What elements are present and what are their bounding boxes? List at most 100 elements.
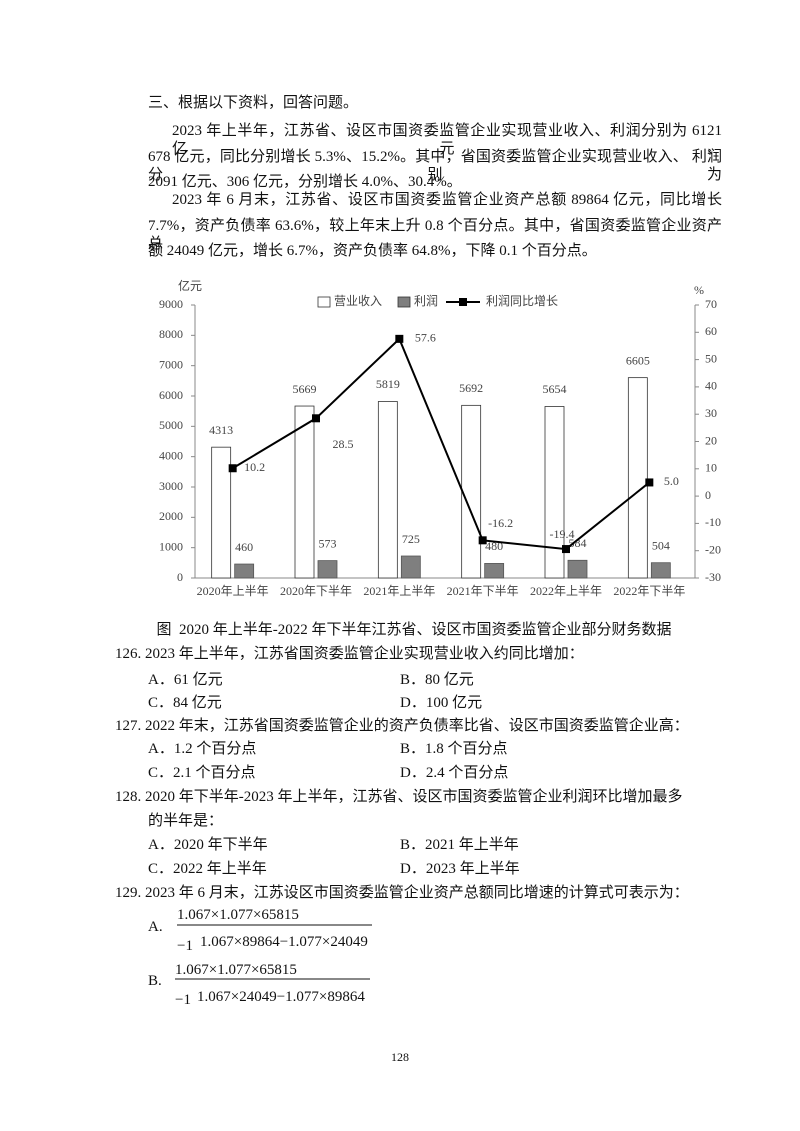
y2-axis-label: % — [694, 283, 704, 297]
y2-tick-label: 0 — [705, 488, 711, 502]
y-tick-label: 8000 — [159, 327, 183, 341]
data-label: 5.0 — [664, 474, 679, 488]
x-tick-label: 2022年下半年 — [613, 584, 685, 598]
bar — [377, 401, 398, 579]
y-tick-label: 6000 — [159, 388, 183, 402]
data-label: 5669 — [293, 382, 317, 396]
minus-one: −1 — [177, 938, 193, 954]
question-stem: 127. 2022 年末，江苏省国资委监管企业的资产负债率比省、设区市国资委监管… — [115, 718, 689, 734]
heading: 三、根据以下资料，回答问题。 — [148, 95, 359, 111]
data-label: -19.4 — [550, 527, 575, 541]
bar — [294, 405, 315, 579]
legend-marker — [459, 298, 467, 306]
data-label: 10.2 — [244, 460, 265, 474]
data-label: 28.5 — [333, 437, 354, 451]
y2-tick-label: 60 — [705, 324, 717, 338]
option: A．61 亿元 — [148, 672, 223, 688]
paragraph-line: 额 24049 亿元，增长 6.7%，资产负债率 64.8%，下降 0.1 个百… — [148, 243, 597, 259]
option: C．2.1 个百分点 — [148, 765, 256, 781]
y2-tick-label: 10 — [705, 461, 717, 475]
data-label: 504 — [652, 538, 670, 552]
option: B．1.8 个百分点 — [400, 741, 508, 757]
data-label: -16.2 — [488, 516, 513, 530]
bar — [650, 562, 671, 579]
data-label: 57.6 — [415, 331, 436, 345]
y2-tick-label: 40 — [705, 379, 717, 393]
y2-tick-label: -20 — [705, 542, 721, 556]
x-tick-label: 2021年上半年 — [363, 584, 435, 598]
paragraph-line: 2023 年上半年，江苏省、设区市国资委监管企业实现营业收入、利润分别为 612… — [172, 123, 722, 157]
question-stem: 的半年是： — [148, 813, 224, 829]
line-marker — [645, 478, 654, 487]
option: B．2021 年上半年 — [400, 837, 519, 853]
option: B．80 亿元 — [400, 672, 474, 688]
option: C．84 亿元 — [148, 695, 222, 711]
y2-tick-label: -10 — [705, 515, 721, 529]
data-label: 573 — [319, 536, 337, 550]
y-tick-label: 1000 — [159, 539, 183, 553]
option-label: B. — [148, 973, 162, 989]
bar — [567, 559, 588, 579]
data-label: 5692 — [459, 381, 483, 395]
option: D．100 亿元 — [400, 695, 483, 711]
option: D．2023 年上半年 — [400, 861, 520, 877]
legend-label: 利润 — [414, 294, 438, 308]
y-tick-label: 5000 — [159, 418, 183, 432]
data-label: 5654 — [543, 382, 567, 396]
line-marker — [562, 545, 570, 554]
paragraph-line: 2023 年 6 月末，江苏省、设区市国资委监管企业资产总额 89864 亿元，… — [172, 192, 722, 208]
denominator: 1.067×89864−1.077×24049 — [200, 934, 368, 950]
line-marker — [478, 536, 487, 545]
y-tick-label: 0 — [177, 570, 183, 584]
bar — [627, 377, 648, 579]
y2-tick-label: 50 — [705, 351, 717, 365]
y2-tick-label: -30 — [705, 570, 721, 584]
x-tick-label: 2020年上半年 — [197, 584, 269, 598]
bar — [400, 555, 421, 579]
data-label: 6605 — [626, 353, 650, 367]
legend-label: 利润同比增长 — [486, 294, 558, 308]
question-stem: 129. 2023 年 6 月末，江苏设区市国资委监管企业资产总额同比增速的计算… — [115, 885, 689, 901]
y-tick-label: 3000 — [159, 479, 183, 493]
legend-swatch — [317, 296, 331, 308]
data-label: 725 — [402, 532, 420, 546]
y-tick-label: 9000 — [159, 297, 183, 311]
page-number: 128 — [391, 1050, 409, 1064]
y-tick-label: 7000 — [159, 357, 183, 371]
chart-caption: 图 2020 年上半年-2022 年下半年江苏省、设区市国资委监管企业部分财务数… — [156, 622, 672, 638]
data-label: 460 — [235, 540, 253, 554]
option: C．2022 年上半年 — [148, 861, 267, 877]
x-tick-label: 2022年上半年 — [530, 584, 602, 598]
data-label: 4313 — [209, 423, 233, 437]
option: A．2020 年下半年 — [148, 837, 268, 853]
x-tick-label: 2021年下半年 — [447, 584, 519, 598]
option: A．1.2 个百分点 — [148, 741, 257, 757]
bar — [317, 560, 338, 579]
option-label: A. — [148, 919, 163, 935]
data-label: 584 — [569, 536, 587, 550]
option: D．2.4 个百分点 — [400, 765, 509, 781]
y2-tick-label: 30 — [705, 406, 717, 420]
y2-tick-label: 20 — [705, 433, 717, 447]
x-tick-label: 2020年下半年 — [280, 584, 352, 598]
numerator: 1.067×1.077×65815 — [175, 962, 297, 978]
paragraph-line: 678 亿元，同比分别增长 5.3%、15.2%。其中，省国资委监管企业实现营业… — [148, 149, 722, 183]
bar — [461, 404, 482, 579]
line-marker — [395, 334, 404, 343]
denominator: 1.067×24049−1.077×89864 — [197, 989, 365, 1005]
bar — [544, 406, 565, 579]
y-tick-label: 4000 — [159, 448, 183, 462]
paragraph-line: 2091 亿元、306 亿元，分别增长 4.0%、30.4%。 — [148, 174, 462, 190]
bar — [234, 563, 255, 579]
legend-label: 营业收入 — [334, 294, 382, 308]
bar — [484, 563, 505, 579]
numerator: 1.067×1.077×65815 — [177, 907, 299, 923]
line-marker — [312, 414, 320, 423]
paragraph-line: 7.7%，资产负债率 63.6%，较上年末上升 0.8 个百分点。其中，省国资委… — [148, 218, 722, 252]
y-axis-label: 亿元 — [178, 278, 202, 293]
question-stem: 128. 2020 年下半年-2023 年上半年，江苏省、设区市国资委监管企业利… — [115, 789, 683, 805]
data-label: 5819 — [376, 377, 400, 391]
question-stem: 126. 2023 年上半年，江苏省国资委监管企业实现营业收入约同比增加： — [115, 646, 584, 662]
